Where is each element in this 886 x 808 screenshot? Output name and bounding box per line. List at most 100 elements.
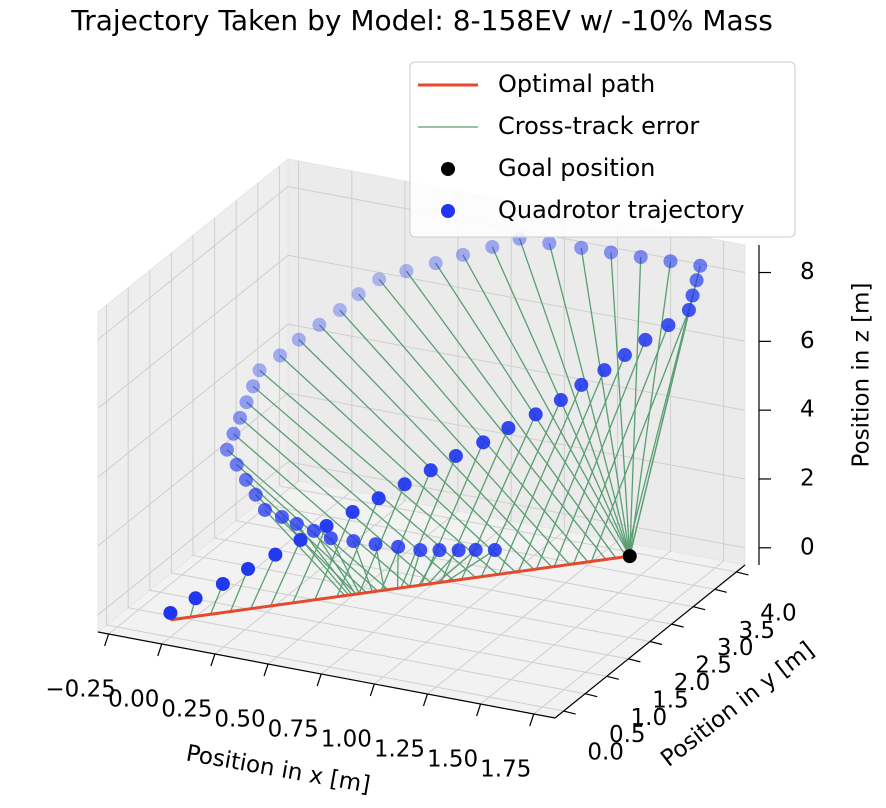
cross-track-error xyxy=(281,516,350,596)
trajectory-point xyxy=(693,258,708,273)
cross-track-error xyxy=(446,549,496,583)
grid-line xyxy=(97,185,746,340)
cross-track-error xyxy=(226,449,389,591)
trajectory-point xyxy=(501,421,516,436)
trajectory-point xyxy=(239,395,254,410)
y-tick xyxy=(736,571,749,576)
trajectory-point xyxy=(229,457,244,472)
trajectory-point xyxy=(274,509,289,524)
x-tick-label: 0.75 xyxy=(268,717,319,743)
axes: −0.250.00 0.25 0.50 0.75 1.00 1.25 1.50 1.750.0… xyxy=(45,245,815,783)
y-tick-label: 3.5 xyxy=(738,618,775,644)
y-tick xyxy=(606,675,619,680)
legend-box xyxy=(409,61,796,238)
trajectory-point xyxy=(188,591,203,606)
trajectory-point xyxy=(413,543,428,558)
grid-line xyxy=(373,211,565,685)
x-tick xyxy=(157,643,163,657)
x-tick-label: −0.25 xyxy=(45,677,115,703)
trajectory-point xyxy=(371,491,386,506)
trajectory-point xyxy=(689,273,704,288)
cross-track-error xyxy=(236,464,379,592)
grid-line xyxy=(257,183,715,590)
trajectory-point xyxy=(597,363,612,378)
trajectory-point xyxy=(451,543,466,558)
trajectory-point xyxy=(485,239,500,254)
cross-track-error xyxy=(298,339,535,570)
trajectory-point xyxy=(319,518,334,533)
legend: Optimal path Cross-track error Goal positi… xyxy=(409,61,796,238)
z-tick-label: 6 xyxy=(800,328,815,354)
cross-track-error xyxy=(572,324,670,565)
x-tick xyxy=(369,683,375,697)
trajectory-point xyxy=(428,256,443,271)
trajectory-point xyxy=(312,317,327,332)
grid-line xyxy=(533,241,725,715)
cross-track-error xyxy=(518,238,631,557)
trajectory-point xyxy=(391,539,406,554)
trajectory-point xyxy=(246,379,261,394)
y-tick-label: 1.0 xyxy=(631,705,668,731)
cross-track-error xyxy=(427,549,460,585)
trajectory-point xyxy=(663,254,678,269)
grid-line xyxy=(106,305,564,712)
trajectory-point xyxy=(351,287,366,302)
x-tick-label: 0.00 xyxy=(108,687,159,713)
trajectory-point xyxy=(293,532,308,547)
cross-track-error xyxy=(405,270,617,559)
trajectory-point xyxy=(487,543,502,558)
legend-label: Goal position xyxy=(498,154,655,182)
z-tick-label: 4 xyxy=(800,397,815,423)
trajectory-point xyxy=(368,537,383,552)
y-tick xyxy=(628,658,641,663)
trajectory-point xyxy=(603,245,618,260)
optimal-path xyxy=(170,554,630,622)
trajectory-point xyxy=(345,504,360,519)
chart-title: Trajectory Taken by Model: 8-158EV w/ -1… xyxy=(70,4,773,37)
cross-track-error xyxy=(580,247,631,557)
grid-line xyxy=(480,231,672,705)
cross-track-error xyxy=(314,511,354,601)
plot-area xyxy=(163,231,708,622)
cross-track-error xyxy=(313,530,357,595)
trajectory-point xyxy=(685,288,700,303)
trajectory-point xyxy=(574,377,589,392)
trajectory-point xyxy=(226,426,241,441)
cross-track-error xyxy=(259,369,499,575)
trajectory-point xyxy=(273,348,288,363)
x-tick-label: 1.25 xyxy=(374,737,425,763)
trajectory-point xyxy=(638,332,653,347)
z-tick-label: 2 xyxy=(800,465,815,491)
cross-track-error xyxy=(270,539,302,607)
cross-track-error xyxy=(292,525,328,604)
y-tick xyxy=(585,693,598,698)
y-tick-label: 1.5 xyxy=(652,687,689,713)
x-tick xyxy=(476,703,482,717)
x-tick-label: 1.75 xyxy=(480,757,531,783)
cross-track-error xyxy=(264,509,346,597)
grid-line xyxy=(127,287,586,695)
trajectory-point xyxy=(306,523,321,538)
cross-track-error xyxy=(336,498,380,598)
grid-line xyxy=(427,221,618,695)
cross-track-error xyxy=(374,544,386,591)
trajectory-point xyxy=(163,605,178,620)
grid-line xyxy=(214,218,672,625)
cross-track-error xyxy=(279,355,516,573)
grid-line xyxy=(320,201,512,675)
z-tick-label: 0 xyxy=(800,534,815,560)
x-tick xyxy=(529,713,535,727)
trajectory-point xyxy=(248,487,263,502)
trajectory-point xyxy=(215,576,230,591)
trajectory-point xyxy=(291,332,306,347)
y-axis-line xyxy=(554,564,746,719)
grid-line xyxy=(214,181,406,655)
cross-track-error xyxy=(610,252,631,557)
panes xyxy=(96,157,747,719)
trajectory-point xyxy=(220,442,235,457)
x-axis-line xyxy=(97,631,556,719)
trajectory-point xyxy=(468,542,483,557)
grid-line xyxy=(278,166,737,573)
trajectory-point xyxy=(332,303,347,318)
cross-track-error xyxy=(553,339,646,567)
